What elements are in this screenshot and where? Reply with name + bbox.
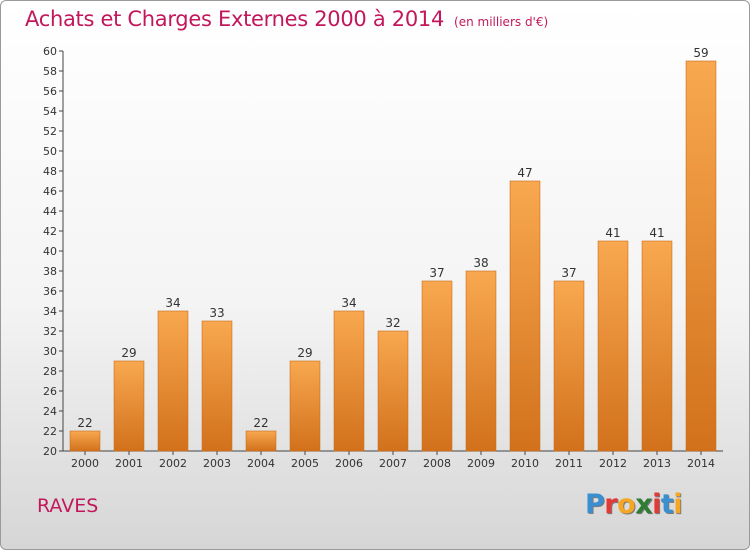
bar-2003[interactable] [201,320,233,452]
bar-value-label: 22 [77,416,92,430]
logo-letter: P [585,489,605,520]
bar-2012[interactable] [597,240,629,452]
x-tick-label: 2013 [643,457,671,470]
y-tick-label: 26 [43,385,57,398]
logo-letter: t [660,489,674,520]
bar-value-label: 34 [341,296,356,310]
bar-value-label: 41 [649,226,664,240]
y-tick-label: 22 [43,425,57,438]
logo-letter: x [635,489,653,520]
bar-labels: 22 29 34 33 22 29 34 32 37 38 47 37 41 41 59 [77,46,708,430]
y-tick-label: 54 [43,105,57,118]
bar-2006[interactable] [333,310,365,452]
logo-letter: i [673,489,683,520]
y-tick-label: 34 [43,305,57,318]
bar-value-label: 33 [209,306,224,320]
y-tick-label: 58 [43,65,57,78]
bar-2009[interactable] [465,270,497,452]
chart-title-text: Achats et Charges Externes 2000 à 2014 [25,7,445,31]
x-tick-label: 2010 [511,457,539,470]
y-tick-label: 44 [43,205,57,218]
bar-2000[interactable] [69,430,101,452]
bar-value-label: 34 [165,296,180,310]
bar-value-label: 29 [297,346,312,360]
x-tick-label: 2012 [599,457,627,470]
y-tick-label: 32 [43,325,57,338]
bar-2011[interactable] [553,280,585,452]
x-tick-label: 2000 [71,457,99,470]
logo-letter: r [604,489,618,520]
x-tick-label: 2009 [467,457,495,470]
y-tick-label: 48 [43,165,57,178]
logo-letter: i [652,489,661,520]
y-tick-label: 30 [43,345,57,358]
y-tick-label: 42 [43,225,57,238]
bar-value-label: 32 [385,316,400,330]
x-tick-label: 2008 [423,457,451,470]
bar-2010[interactable] [509,180,541,452]
logo-letter: o [617,489,636,520]
bar-value-label: 47 [517,166,532,180]
bar-value-label: 37 [429,266,444,280]
y-tick-label: 50 [43,145,57,158]
x-tick-label: 2004 [247,457,275,470]
bar-value-label: 38 [473,256,488,270]
x-tick-label: 2005 [291,457,319,470]
x-tick-label: 2006 [335,457,363,470]
x-axis: 2000 2001 2002 2003 2004 2005 2006 2007 2008 2009… [63,450,723,470]
x-tick-label: 2007 [379,457,407,470]
y-tick-label: 56 [43,85,57,98]
x-tick-label: 2011 [555,457,583,470]
bar-2004[interactable] [245,430,277,452]
x-tick-label: 2014 [687,457,715,470]
y-tick-label: 28 [43,365,57,378]
y-tick-label: 52 [43,125,57,138]
bar-2014[interactable] [685,60,717,452]
bar-2008[interactable] [421,280,453,452]
bar-value-label: 37 [561,266,576,280]
y-tick-label: 40 [43,245,57,258]
x-tick-label: 2002 [159,457,187,470]
bar-2007[interactable] [377,330,409,452]
commune-name: RAVES [37,495,99,517]
bar-value-label: 29 [121,346,136,360]
bar-2001[interactable] [113,360,145,452]
x-tick-label: 2003 [203,457,231,470]
proxiti-logo[interactable]: Proxiti [585,489,683,520]
bar-value-label: 59 [693,46,708,60]
y-axis: 20 22 24 26 28 30 32 34 36 38 40 42 44 46 48 50 52 54 56 58… [43,45,64,458]
y-tick-label: 20 [43,445,57,458]
bar-2002[interactable] [157,310,189,452]
bar-2005[interactable] [289,360,321,452]
bar-value-label: 41 [605,226,620,240]
bars [69,60,717,452]
bar-value-label: 22 [253,416,268,430]
chart-subtitle: (en milliers d'€) [454,15,549,29]
y-tick-label: 46 [43,185,57,198]
y-tick-label: 38 [43,265,57,278]
y-tick-label: 36 [43,285,57,298]
y-tick-label: 60 [43,45,57,58]
y-tick-label: 24 [43,405,57,418]
bar-2013[interactable] [641,240,673,452]
chart-title: Achats et Charges Externes 2000 à 2014 (e… [25,7,548,31]
x-tick-label: 2001 [115,457,143,470]
